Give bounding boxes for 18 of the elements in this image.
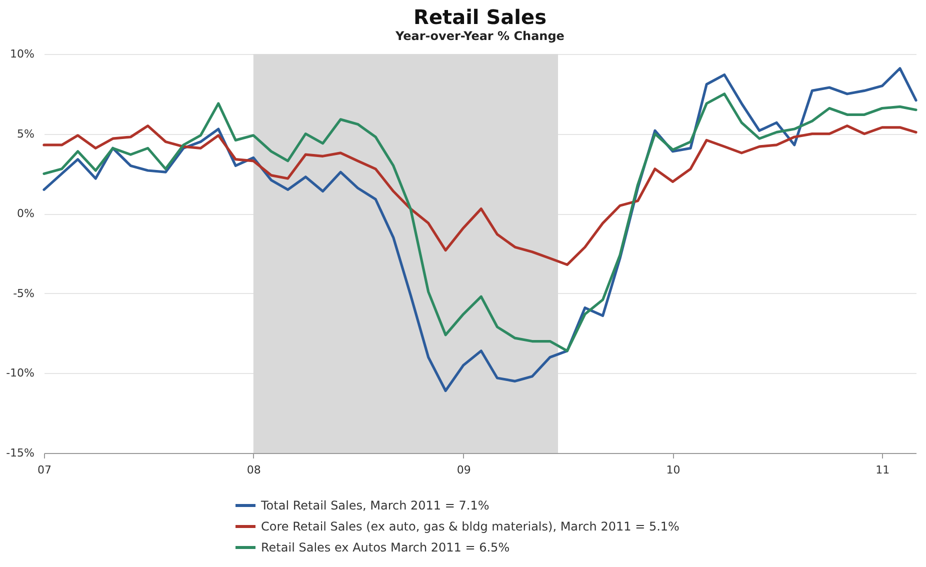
- line-series: [42, 92, 918, 352]
- y-tick-label: 5%: [17, 127, 34, 140]
- chart-subtitle: Year-over-Year % Change: [394, 29, 564, 43]
- y-tick-label: 0%: [17, 207, 34, 220]
- x-tick-label: 11: [876, 464, 890, 476]
- y-tick-label: -10%: [6, 366, 34, 380]
- y-tick-label: -15%: [6, 446, 34, 460]
- y-tick-label: -5%: [13, 286, 34, 300]
- legend-label: Core Retail Sales (ex auto, gas & bldg materials), March 2011 = 5.1%: [261, 520, 680, 534]
- line-series: [42, 124, 918, 266]
- y-tick-label: 10%: [10, 48, 34, 60]
- x-tick-label: 08: [246, 464, 261, 476]
- x-tick-label: 07: [38, 464, 52, 476]
- x-tick-label: 10: [666, 464, 680, 476]
- legend-label: Retail Sales ex Autos March 2011 = 6.5%: [261, 540, 510, 554]
- legend-label: Total Retail Sales, March 2011 = 7.1%: [260, 498, 490, 512]
- chart-title: Retail Sales: [414, 5, 546, 29]
- x-tick-label: 09: [456, 464, 471, 476]
